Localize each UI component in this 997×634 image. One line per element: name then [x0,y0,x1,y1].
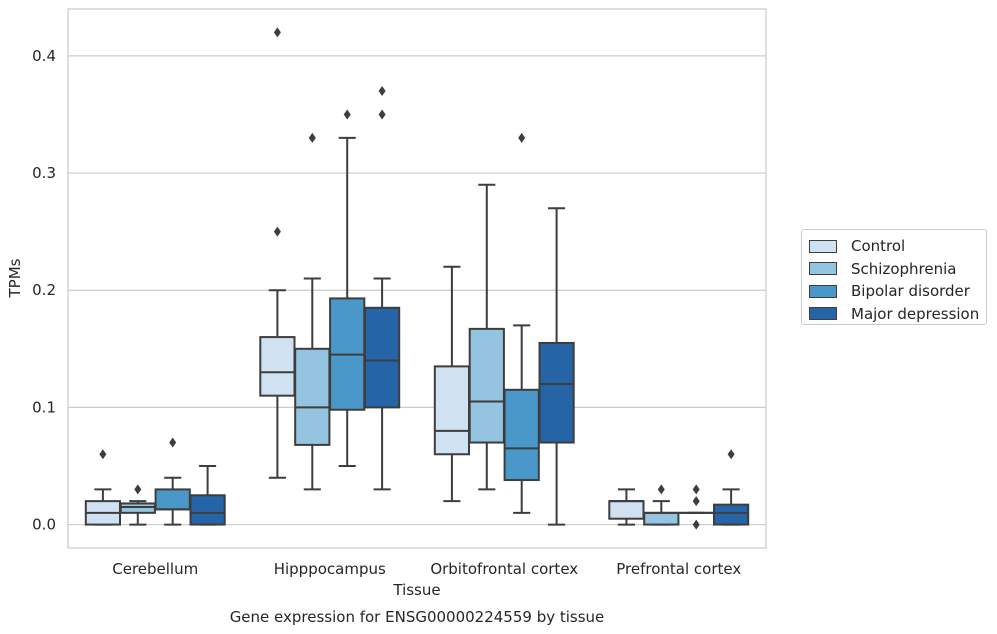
x-tick-label: Orbitofrontal cortex [430,560,578,578]
box-body [503,388,540,482]
x-tick-label: Cerebellum [112,560,198,578]
legend-item-major-depression: Major depression [809,303,986,326]
plot-area-frame [67,8,767,549]
outlier-point [273,226,281,237]
box-1-1 [294,132,331,491]
outlier-point [169,437,177,448]
y-axis-label: TPMs [6,258,24,298]
chart-title: Gene expression for ENSG00000224559 by t… [230,608,605,626]
y-tick-label: 0.2 [32,281,56,299]
box-0-1 [259,27,296,479]
outlier-point [692,519,700,530]
legend-swatch [809,284,837,298]
box-2-1 [329,109,366,467]
x-tick-label: Hipppocampus [274,560,386,578]
box-1-3 [643,484,680,526]
outlier-point [273,27,281,38]
x-axis-ticks: Cerebellum Hipppocampus Orbitofrontal cort… [112,560,741,578]
box-body [468,327,505,444]
x-tick-label: Prefrontal cortex [616,560,741,578]
gridlines [68,55,766,526]
legend-label: Major depression [851,304,980,323]
outlier-point [518,132,526,143]
y-axis-ticks: 0.0 0.1 0.2 0.3 0.4 [32,47,56,534]
box-body [259,336,296,397]
legend-item-schizophrenia: Schizophrenia [809,258,986,281]
box-body [119,502,156,514]
outlier-point [692,484,700,495]
outlier-point [727,449,735,460]
legend-item-control: Control [809,235,986,258]
box-0-0 [84,449,122,526]
box-0-3 [608,488,645,526]
box-2-2 [503,132,540,514]
box-body [154,488,191,511]
y-tick-label: 0.3 [32,164,56,182]
outlier-point [657,484,665,495]
legend-label: Bipolar disorder [851,282,970,301]
box-2-3 [678,484,715,530]
boxes [84,27,750,530]
box-body [643,511,680,526]
legend-item-bipolar-disorder: Bipolar disorder [809,280,986,303]
legend-swatch [809,239,837,253]
box-body [294,347,331,446]
y-tick-label: 0.0 [32,516,56,534]
box-2-0 [154,437,191,526]
legend-label: Control [851,237,906,256]
outlier-point [378,86,386,97]
box-3-2 [538,207,575,526]
box-body [712,503,750,526]
box-1-2 [468,183,505,491]
outlier-point [134,484,142,495]
box-0-2 [433,265,471,503]
x-axis-label: Tissue [392,581,440,599]
y-tick-label: 0.4 [32,47,56,65]
box-3-1 [363,86,401,491]
box-1-0 [119,484,156,526]
outlier-point [308,132,316,143]
box-body [433,365,471,456]
y-tick-label: 0.1 [32,398,56,416]
legend-swatch [809,307,837,321]
box-body [363,306,401,409]
legend-swatch [809,262,837,276]
legend-label: Schizophrenia [851,259,957,278]
outlier-point [692,496,700,507]
outlier-point [99,449,107,460]
outlier-point [343,109,351,120]
box-3-3 [712,449,750,526]
outlier-point [378,109,386,120]
box-body [608,500,645,520]
legend: Control Schizophrenia Bipolar disorder M… [801,229,987,325]
box-body [538,341,575,444]
box-3-0 [189,464,226,526]
box-body [189,494,226,526]
